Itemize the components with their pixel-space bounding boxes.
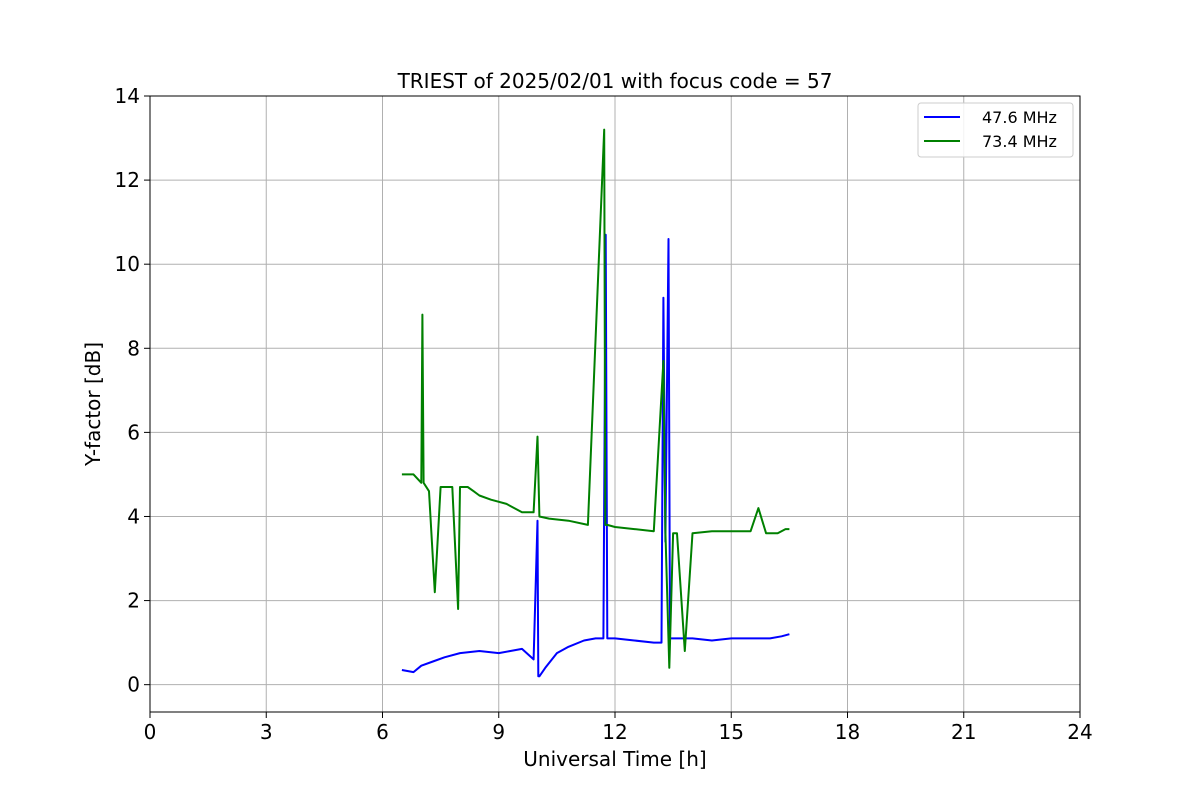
x-tick-label: 6 bbox=[376, 720, 389, 744]
x-tick-label: 3 bbox=[260, 720, 273, 744]
legend-label-73-4: 73.4 MHz bbox=[982, 132, 1057, 151]
legend: 47.6 MHz 73.4 MHz bbox=[917, 102, 1074, 158]
y-tick-label: 14 bbox=[115, 84, 140, 108]
y-tick-label: 12 bbox=[115, 168, 140, 192]
x-tick-label: 12 bbox=[602, 720, 627, 744]
legend-label-47-6: 47.6 MHz bbox=[982, 108, 1057, 127]
y-axis-label: Y-factor [dB] bbox=[81, 342, 105, 467]
plot-lines bbox=[401, 128, 790, 678]
x-tick-label: 18 bbox=[835, 720, 860, 744]
x-tick-label: 0 bbox=[144, 720, 157, 744]
x-tick-label: 9 bbox=[492, 720, 505, 744]
x-tick-label: 21 bbox=[951, 720, 976, 744]
x-tick-label: 15 bbox=[719, 720, 744, 744]
y-tick-label: 0 bbox=[127, 673, 140, 697]
series-line-47-6-mhz bbox=[401, 233, 790, 678]
y-tick-label: 6 bbox=[127, 420, 140, 444]
y-tick-label: 2 bbox=[127, 589, 140, 613]
chart-title: TRIEST of 2025/02/01 with focus code = 5… bbox=[397, 69, 833, 93]
x-tick-label: 24 bbox=[1067, 720, 1092, 744]
y-tick-label: 10 bbox=[115, 252, 140, 276]
x-axis-label: Universal Time [h] bbox=[523, 747, 706, 771]
y-tick-label: 8 bbox=[127, 336, 140, 360]
series-line-73-4-mhz bbox=[401, 128, 790, 669]
y-tick-label: 4 bbox=[127, 504, 140, 528]
